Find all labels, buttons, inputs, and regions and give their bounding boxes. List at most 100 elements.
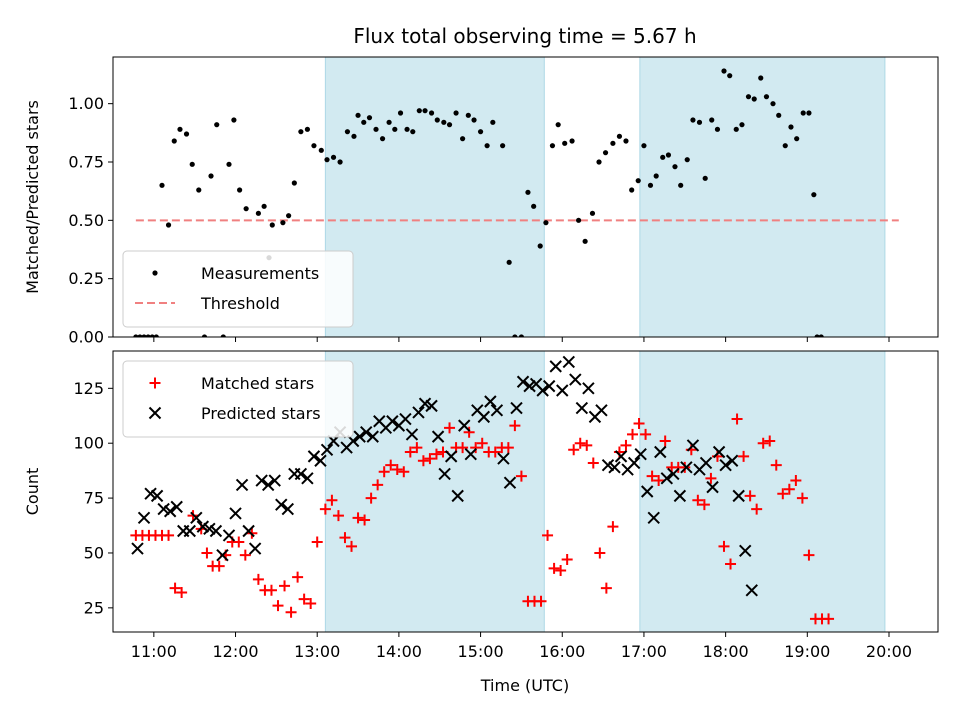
- data-point: [351, 133, 357, 139]
- data-point: [745, 94, 752, 100]
- top-panel: 0.00 0.25 0.50 0.75 1.00 Matched/Predicted st…: [23, 56, 939, 347]
- data-point: [190, 511, 203, 525]
- data-point: [581, 439, 593, 451]
- data-point: [150, 489, 164, 503]
- data-point: [490, 119, 496, 125]
- data-point: [653, 475, 665, 487]
- data-point: [484, 395, 497, 408]
- y-tick-label: 0.75: [68, 153, 104, 172]
- legend-label: Threshold: [200, 294, 280, 313]
- data-point: [183, 131, 190, 137]
- data-point: [718, 540, 730, 552]
- data-point: [141, 334, 147, 337]
- data-point: [320, 443, 334, 456]
- data-point: [705, 472, 717, 484]
- data-point: [220, 334, 226, 337]
- data-point: [646, 470, 658, 482]
- data-point: [332, 510, 344, 522]
- data-point: [788, 124, 794, 130]
- data-point: [543, 220, 549, 226]
- data-point: [745, 584, 758, 597]
- data-point: [796, 492, 808, 504]
- data-point: [441, 119, 447, 125]
- data-point: [214, 122, 220, 128]
- y-tick-label: 125: [73, 379, 104, 398]
- data-point: [311, 536, 323, 548]
- data-point: [757, 437, 769, 449]
- shaded-interval: [324, 56, 545, 338]
- chart-title: Flux total observing time = 5.67 h: [353, 24, 696, 48]
- data-point: [311, 143, 317, 149]
- data-point: [641, 485, 654, 498]
- data-point: [633, 417, 645, 429]
- data-point: [304, 126, 311, 132]
- data-point: [738, 450, 750, 462]
- data-point: [515, 470, 527, 482]
- data-point: [709, 117, 715, 123]
- data-point: [502, 442, 514, 454]
- data-point: [602, 150, 609, 156]
- legend-box: [122, 250, 354, 328]
- data-point: [489, 446, 501, 458]
- data-point: [516, 375, 530, 388]
- data-point: [770, 459, 782, 471]
- data-point: [549, 360, 562, 373]
- data-point: [725, 558, 737, 570]
- data-point: [318, 147, 324, 153]
- legend-label: Measurements: [201, 264, 319, 283]
- data-point: [654, 445, 667, 459]
- data-point: [398, 466, 410, 478]
- x-tick-label: 20:00: [866, 642, 912, 661]
- data-point: [229, 507, 242, 520]
- data-point: [196, 187, 202, 193]
- data-point: [239, 549, 251, 561]
- data-point: [777, 488, 789, 500]
- bottom-panel: 25 50 75 100 125 11:00 12:00 13:00 14:00 15:00 16:…: [23, 350, 939, 661]
- data-point: [378, 466, 390, 478]
- data-point: [463, 426, 475, 438]
- data-point: [201, 547, 213, 559]
- data-point: [555, 565, 567, 577]
- data-point: [763, 94, 770, 100]
- data-point: [305, 597, 317, 609]
- data-point: [600, 582, 612, 594]
- x-tick-label: 12:00: [212, 642, 258, 661]
- data-point: [137, 334, 143, 337]
- data-point: [660, 472, 674, 485]
- data-point: [131, 542, 144, 555]
- data-point: [770, 101, 776, 107]
- data-point: [549, 143, 556, 149]
- y-tick-label: 25: [84, 598, 104, 617]
- data-point: [352, 512, 364, 524]
- data-point: [623, 138, 629, 144]
- data-point: [595, 404, 608, 417]
- data-point: [569, 138, 575, 144]
- data-point: [783, 483, 795, 495]
- data-point: [391, 464, 403, 476]
- data-point: [361, 119, 367, 125]
- data-point: [506, 259, 512, 265]
- data-point: [428, 110, 435, 116]
- data-point: [231, 117, 237, 123]
- data-point: [712, 445, 726, 459]
- data-point: [823, 613, 835, 625]
- x-tick-label: 14:00: [376, 642, 422, 661]
- data-point: [575, 217, 582, 223]
- data-point: [647, 182, 654, 188]
- data-point: [314, 454, 327, 467]
- data-point: [464, 447, 477, 461]
- data-point: [410, 129, 416, 135]
- data-point: [659, 435, 671, 447]
- data-point: [535, 595, 547, 607]
- data-point: [458, 419, 471, 432]
- data-point: [372, 479, 384, 491]
- data-point: [542, 379, 556, 393]
- data-point: [171, 138, 177, 144]
- data-point: [404, 126, 410, 132]
- data-point: [692, 494, 704, 506]
- data-point: [339, 532, 351, 544]
- y-tick-label: 50: [84, 543, 104, 562]
- plot-area: [130, 355, 835, 625]
- data-point: [555, 122, 561, 128]
